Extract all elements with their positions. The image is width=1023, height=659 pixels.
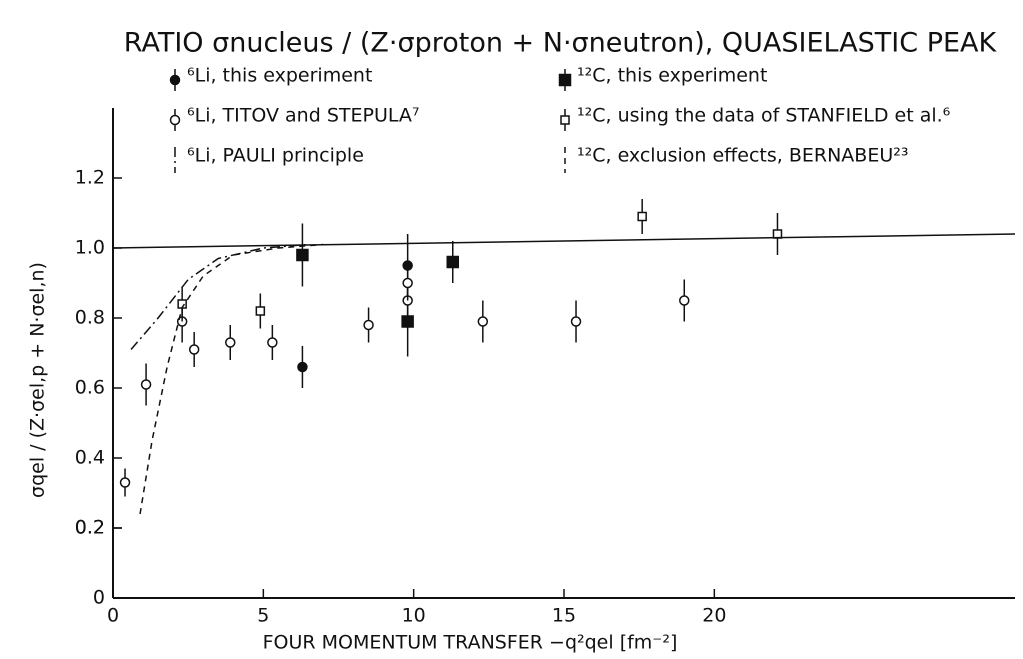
marker: [297, 361, 308, 373]
legend-label: ¹²C, exclusion effects, BERNABEU²³: [577, 145, 908, 167]
legend-label: ⁶Li, TITOV and STEPULA⁷: [187, 105, 420, 127]
y-tick-label: 0.4: [75, 447, 105, 469]
marker: [446, 255, 460, 269]
marker: [477, 316, 489, 327]
chart-title: RATIO σnucleus / (Z·σproton + N·σneutron…: [124, 28, 998, 59]
line: [112, 233, 1016, 249]
y-tick-label: 0.2: [75, 517, 105, 539]
marker: [188, 344, 200, 355]
legend-label: ⁶Li, this experiment: [187, 65, 372, 87]
marker: [570, 316, 582, 327]
x-tick-label: 10: [402, 605, 426, 627]
x-tick-label: 15: [552, 605, 576, 627]
y-tick-label: 0.8: [75, 307, 105, 329]
legend-label: ¹²C, this experiment: [577, 65, 767, 87]
y-tick-label: 1.2: [75, 167, 105, 189]
x-tick-label: 20: [702, 605, 726, 627]
marker: [402, 277, 413, 289]
x-tick-label: 5: [257, 605, 269, 627]
y-tick-label: 1.0: [75, 237, 105, 259]
x-tick-label: 0: [107, 605, 119, 627]
marker: [119, 477, 131, 488]
y-axis-label: σqel / (Z·σel,p + N·σel,n): [27, 262, 49, 498]
marker: [679, 295, 690, 306]
legend-marker: [558, 73, 572, 87]
y-tick-label: 0.2: [75, 517, 105, 539]
marker: [267, 337, 278, 348]
marker: [296, 248, 309, 262]
legend-marker: [169, 74, 181, 86]
legend-marker: [560, 115, 570, 125]
marker: [637, 211, 647, 222]
legend-label: ⁶Li, PAULI principle: [187, 145, 364, 167]
legend-label: ¹²C, using the data of STANFIELD et al.⁶: [577, 105, 950, 127]
legend-marker: [169, 114, 181, 126]
line: [130, 243, 309, 350]
marker: [140, 379, 152, 390]
marker: [772, 229, 783, 239]
y-tick-label: 0: [93, 587, 105, 609]
marker: [255, 306, 266, 316]
marker: [225, 337, 236, 348]
marker: [363, 319, 374, 331]
line: [139, 243, 324, 515]
x-axis-label: FOUR MOMENTUM TRANSFER −q²qel [fm⁻²]: [263, 632, 678, 654]
y-tick-label: 0.6: [75, 377, 105, 399]
